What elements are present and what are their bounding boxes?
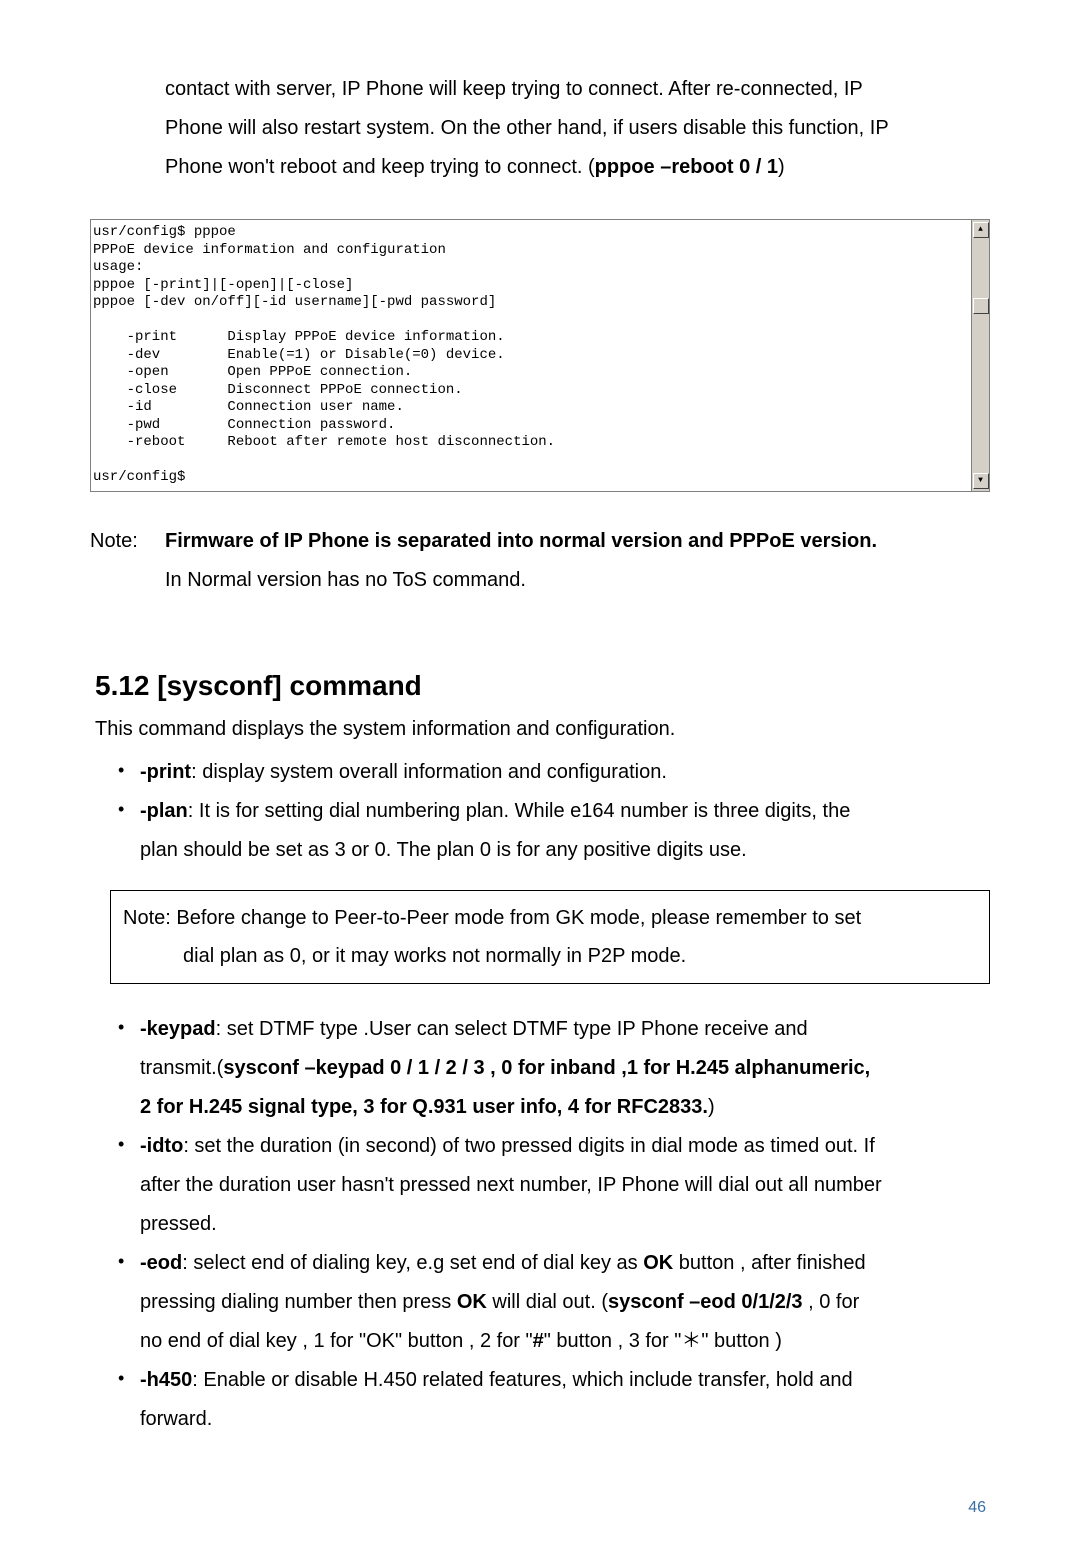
flag-eod: -eod <box>140 1252 182 1274</box>
note-label: Note: <box>90 522 165 600</box>
intro-line3-bold: pppoe –reboot 0 / 1 <box>595 156 778 178</box>
flag-h450: -h450 <box>140 1369 192 1391</box>
peer-note-line1: Note: Before change to Peer-to-Peer mode… <box>123 899 977 937</box>
flag-print: -print <box>140 761 191 783</box>
scroll-up-arrow[interactable]: ▲ <box>973 222 989 238</box>
idto-line3: pressed. <box>140 1213 217 1235</box>
scroll-track[interactable] <box>972 238 989 473</box>
bullet-print: -print: display system overall informati… <box>110 753 990 792</box>
keypad-line3b: 2 for H.245 signal type, 3 for Q.931 use… <box>140 1096 708 1118</box>
intro-line-2: Phone will also restart system. On the o… <box>165 109 990 148</box>
eod-line2a: pressing dialing number then press <box>140 1291 457 1313</box>
scroll-down-arrow[interactable]: ▼ <box>973 473 989 489</box>
bullet-list-bottom: -keypad: set DTMF type .User can select … <box>90 1010 990 1439</box>
intro-paragraph: contact with server, IP Phone will keep … <box>90 70 990 187</box>
flag-idto: -idto <box>140 1135 183 1157</box>
eod-line3b: # <box>533 1330 544 1352</box>
peer-note-line2: dial plan as 0, or it may works not norm… <box>123 937 977 975</box>
bullet-eod: -eod: select end of dialing key, e.g set… <box>110 1244 990 1361</box>
document-page: contact with server, IP Phone will keep … <box>0 0 1080 1557</box>
text-print: : display system overall information and… <box>191 761 667 783</box>
bullet-keypad: -keypad: set DTMF type .User can select … <box>110 1010 990 1127</box>
plan-line2: plan should be set as 3 or 0. The plan 0… <box>140 839 747 861</box>
eod-line2e: , 0 for <box>803 1291 860 1313</box>
keypad-line3c: ) <box>708 1096 715 1118</box>
scrollbar[interactable]: ▲ ▼ <box>971 220 989 491</box>
intro-line3-a: Phone won't reboot and keep trying to co… <box>165 156 595 178</box>
intro-line-3: Phone won't reboot and keep trying to co… <box>165 148 990 187</box>
note-bold-line: Firmware of IP Phone is separated into n… <box>165 530 877 552</box>
terminal-box: usr/config$ pppoe PPPoE device informati… <box>90 219 990 492</box>
h450-line1: : Enable or disable H.450 related featur… <box>192 1369 852 1391</box>
firmware-note: Note: Firmware of IP Phone is separated … <box>90 522 990 600</box>
eod-line2d: sysconf –eod 0/1/2/3 <box>608 1291 803 1313</box>
bullet-list-top: -print: display system overall informati… <box>90 753 990 870</box>
intro-line-1: contact with server, IP Phone will keep … <box>165 70 990 109</box>
h450-line2: forward. <box>140 1408 212 1430</box>
intro-line3-c: ) <box>778 156 785 178</box>
peer-note-box: Note: Before change to Peer-to-Peer mode… <box>110 890 990 984</box>
terminal-output: usr/config$ pppoe PPPoE device informati… <box>91 220 971 491</box>
idto-line2: after the duration user hasn't pressed n… <box>140 1174 882 1196</box>
eod-line1b: OK <box>643 1252 673 1274</box>
bullet-plan: -plan: It is for setting dial numbering … <box>110 792 990 870</box>
page-number: 46 <box>90 1499 990 1517</box>
idto-line1: : set the duration (in second) of two pr… <box>183 1135 874 1157</box>
flag-plan: -plan <box>140 800 188 822</box>
bullet-h450: -h450: Enable or disable H.450 related f… <box>110 1361 990 1439</box>
section-description: This command displays the system informa… <box>95 710 990 749</box>
eod-line3a: no end of dial key , 1 for "OK" button ,… <box>140 1330 533 1352</box>
eod-line1c: button , after finished <box>673 1252 865 1274</box>
bullet-idto: -idto: set the duration (in second) of t… <box>110 1127 990 1244</box>
plan-line1: : It is for setting dial numbering plan.… <box>188 800 851 822</box>
eod-line3c: " button , 3 for "＊" button ) <box>544 1330 782 1352</box>
scroll-thumb[interactable] <box>973 298 989 314</box>
note-plain-line: In Normal version has no ToS command. <box>165 561 877 600</box>
note-body: Firmware of IP Phone is separated into n… <box>165 522 877 600</box>
flag-keypad: -keypad <box>140 1018 216 1040</box>
section-title: 5.12 [sysconf] command <box>95 670 990 702</box>
terminal-screenshot: usr/config$ pppoe PPPoE device informati… <box>90 219 990 492</box>
eod-line1a: : select end of dialing key, e.g set end… <box>182 1252 643 1274</box>
keypad-line1: : set DTMF type .User can select DTMF ty… <box>216 1018 808 1040</box>
keypad-line2a: transmit.( <box>140 1057 223 1079</box>
keypad-line2b: sysconf –keypad 0 / 1 / 2 / 3 , 0 for in… <box>223 1057 870 1079</box>
eod-line2c: will dial out. ( <box>487 1291 608 1313</box>
eod-line2b: OK <box>457 1291 487 1313</box>
